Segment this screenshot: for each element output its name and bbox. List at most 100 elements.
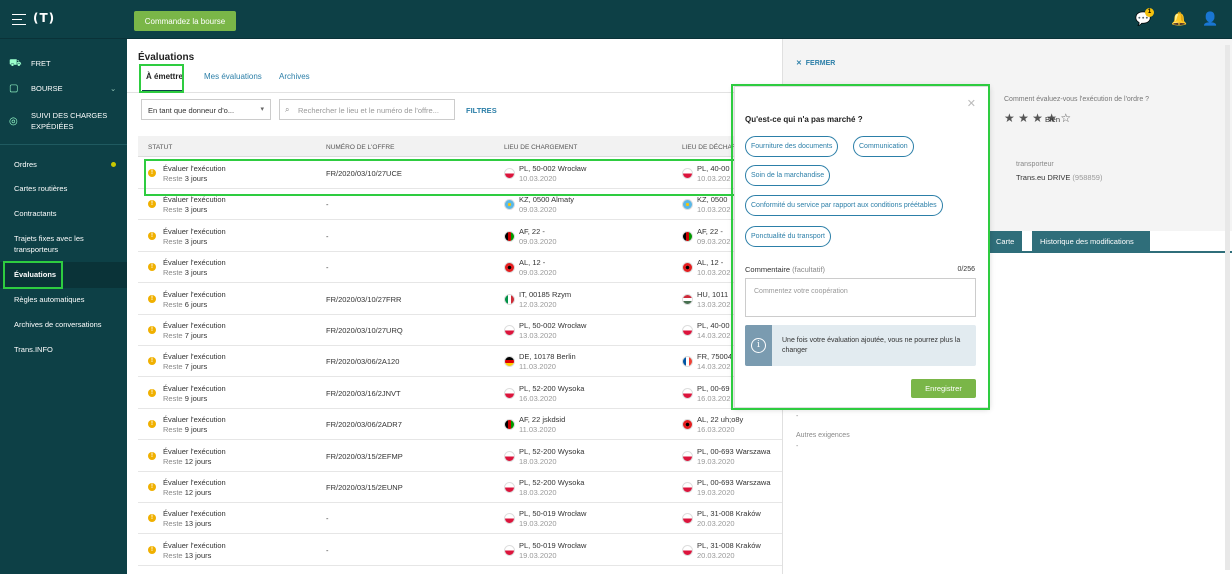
truck-icon: ⛟ [9, 58, 22, 69]
offer-number[interactable]: FR/2020/03/10/27URQ [326, 326, 403, 335]
chip-communication[interactable]: Communication [853, 136, 914, 157]
tab-mes-evaluations[interactable]: Mes évaluations [204, 72, 262, 81]
sidebar-item-fret[interactable]: FRET [31, 59, 51, 68]
chip-conformite[interactable]: Conformité du service par rapport aux co… [745, 195, 943, 216]
sidebar-item-trajets[interactable]: Trajets fixes avec les [14, 234, 84, 243]
sidebar-item-suivi[interactable]: SUIVI DES CHARGES [31, 111, 108, 120]
unloading-place: PL, 31-008 Kraków [697, 540, 761, 550]
tab-archives[interactable]: Archives [279, 72, 310, 81]
table-row[interactable]: ! Évaluer l'exécution Reste 13 jours - PL, 5… [138, 503, 782, 535]
remaining-label: Reste [163, 393, 183, 403]
tracking-icon: ◎ [9, 116, 18, 127]
user-avatar-icon[interactable]: 👤 [1202, 11, 1219, 26]
loading-date: 13.03.2020 [519, 331, 557, 340]
box-icon: ▢ [9, 83, 19, 94]
unloading-place: FR, 75004 [697, 352, 733, 362]
loading-place: PL, 50-019 Wrocław [519, 509, 587, 519]
loading-date: 10.03.2020 [519, 174, 557, 183]
table-row[interactable]: ! Évaluer l'exécution Reste 3 jours - AF, 22… [138, 220, 782, 252]
offer-number[interactable]: - [326, 545, 329, 555]
unloading-date: 19.03.2020 [697, 488, 735, 497]
table-row[interactable]: ! Évaluer l'exécution Reste 13 jours - PL, 5… [138, 534, 782, 566]
table-row[interactable]: ! Évaluer l'exécution Reste 12 jours FR/202… [138, 440, 782, 472]
table-row[interactable]: ! Évaluer l'exécution Reste 3 jours - AL, 12… [138, 252, 782, 284]
scrollbar[interactable] [1225, 45, 1230, 570]
loading-place: DE, 10178 Berlin [519, 352, 576, 362]
offer-number[interactable]: FR/2020/03/06/2A120 [326, 357, 400, 367]
role-select[interactable]: En tant que donneur d'o... [141, 99, 271, 120]
sidebar-item-ordres[interactable]: Ordres [14, 160, 37, 169]
offer-number[interactable]: - [326, 231, 329, 241]
loading-place: PL, 52-200 Wysoka [519, 383, 585, 393]
rating-label: Bien [1045, 115, 1061, 124]
chip-ponctualite[interactable]: Ponctualité du transport [745, 226, 831, 247]
table-row[interactable]: ! Évaluer l'exécution Reste 6 jours FR/2020… [138, 283, 782, 315]
table-row[interactable]: ! Évaluer l'exécution Reste 9 jours FR/2020… [138, 409, 782, 441]
remaining-days: 9 jours [184, 425, 208, 435]
col-chargement[interactable]: LIEU DE CHARGEMENT [504, 144, 578, 151]
chevron-down-icon[interactable]: ⌄ [110, 84, 117, 93]
offer-number[interactable]: FR/2020/03/16/2JNVT [326, 388, 401, 398]
unloading-place: PL, 40-00 [697, 164, 730, 173]
offer-number[interactable]: FR/2020/03/10/27FRR [326, 294, 402, 304]
sidebar-item-archives[interactable]: Archives de conversations [14, 320, 102, 329]
table-row[interactable]: ! Évaluer l'exécution Reste 3 jours FR/2020… [138, 158, 782, 189]
sidebar-item-suivi-2: EXPÉDIÉES [31, 122, 74, 131]
sidebar-item-evaluations[interactable]: Évaluations [14, 270, 57, 279]
sidebar-item-bourse[interactable]: BOURSE [31, 84, 63, 93]
tab-historique[interactable]: Historique des modifications [1032, 231, 1150, 251]
unloading-flag-icon [682, 513, 693, 525]
info-icon: i [751, 338, 766, 353]
sidebar-item-regles[interactable]: Règles automatiques [14, 295, 85, 304]
sidebar-item-contractants[interactable]: Contractants [14, 209, 57, 218]
status-text: Évaluer l'exécution [163, 226, 226, 236]
table-row[interactable]: ! Évaluer l'exécution Reste 7 jours FR/2020… [138, 346, 782, 378]
tab-carte[interactable]: Carte [988, 231, 1023, 251]
col-dechargement[interactable]: LIEU DE DÉCHARG [682, 144, 742, 151]
loading-flag-icon [504, 293, 515, 305]
offer-number[interactable]: - [326, 263, 329, 273]
offer-number[interactable]: - [326, 514, 329, 524]
table-row[interactable]: ! Évaluer l'exécution Reste 12 jours FR/202… [138, 472, 782, 503]
bell-icon[interactable]: 🔔 [1171, 11, 1188, 26]
comment-optional: (facultatif) [792, 265, 826, 274]
carrier-name-text: Trans.eu DRIVE [1016, 173, 1071, 182]
loading-date: 11.03.2020 [519, 362, 556, 372]
save-button[interactable]: Enregistrer [911, 379, 976, 398]
remaining-label: Reste [163, 268, 183, 278]
offer-number[interactable]: FR/2020/03/15/2EUNP [326, 483, 403, 492]
search-input[interactable]: ⌕ Rechercher le lieu et le numéro de l'o… [279, 99, 455, 120]
close-icon[interactable]: ✕ [966, 98, 976, 110]
app-logo[interactable]: (T) [33, 11, 56, 25]
star-rating[interactable]: ★ ★ ★ ★ ☆ [1004, 111, 1072, 125]
offer-number[interactable]: - [326, 200, 329, 210]
offer-number[interactable]: FR/2020/03/06/2ADR7 [326, 420, 402, 430]
comment-textarea[interactable]: Commentez votre coopération [745, 278, 976, 317]
value-dash: - [796, 413, 799, 420]
table-row[interactable]: ! Évaluer l'exécution Reste 9 jours FR/2020… [138, 377, 782, 409]
divider [127, 92, 782, 93]
hamburger-menu-icon[interactable] [12, 14, 26, 25]
chip-marchandise[interactable]: Soin de la marchandise [745, 165, 831, 186]
order-exchange-button[interactable]: Commandez la bourse [134, 11, 236, 31]
chip-documents[interactable]: Fourniture des documents [745, 136, 839, 157]
table-row[interactable]: ! Évaluer l'exécution Reste 7 jours FR/2020… [138, 315, 782, 346]
loading-date: 09.03.2020 [519, 205, 557, 215]
sidebar-item-transinfo[interactable]: Trans.INFO [14, 345, 53, 354]
close-panel-button[interactable]: ✕ FERMER [796, 59, 835, 67]
col-numero[interactable]: NUMÉRO DE L'OFFRE [326, 144, 395, 151]
loading-date: 18.03.2020 [519, 456, 557, 466]
offer-number[interactable]: FR/2020/03/10/27UCE [326, 169, 402, 178]
remaining-time: Reste 9 jours [163, 394, 207, 403]
sidebar-item-cartes[interactable]: Cartes routières [14, 184, 68, 193]
remaining-days: 12 jours [184, 456, 212, 466]
col-statut[interactable]: STATUT [148, 144, 173, 151]
warning-icon: ! [148, 231, 156, 240]
offer-number[interactable]: FR/2020/03/15/2EFMP [326, 451, 403, 461]
loading-date: 18.03.2020 [519, 488, 557, 497]
filters-button[interactable]: FILTRES [466, 106, 497, 115]
unloading-flag-icon [682, 293, 693, 305]
tab-a-emettre[interactable]: À émettre [146, 72, 183, 81]
remaining-label: Reste [163, 331, 183, 340]
remaining-days: 13 jours [184, 550, 212, 560]
